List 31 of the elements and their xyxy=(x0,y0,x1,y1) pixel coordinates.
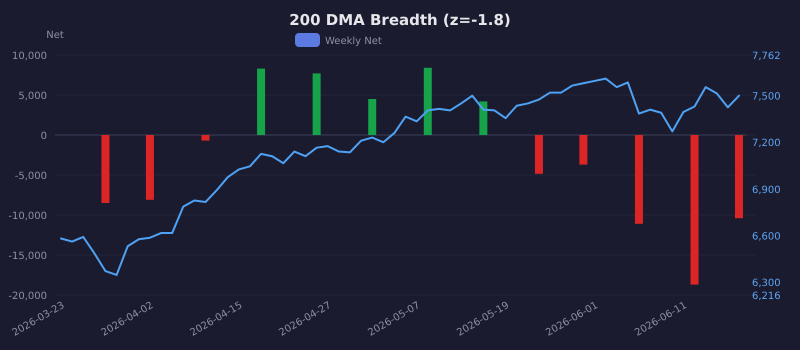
bar xyxy=(579,135,588,165)
bar xyxy=(201,135,210,141)
y2-tick-label: 6,300 xyxy=(752,278,781,289)
text: Weekly Net xyxy=(325,36,382,47)
y-tick-label: 10,000 xyxy=(12,51,47,62)
bar xyxy=(634,135,643,224)
y-tick-label: 0 xyxy=(40,131,47,142)
bar xyxy=(424,68,432,135)
y-axis-title: Net xyxy=(46,30,64,41)
bar xyxy=(534,135,543,174)
y2-tick-label: 7,500 xyxy=(752,92,781,103)
bar xyxy=(368,99,376,135)
y2-tick-label: 7,762 xyxy=(752,51,781,62)
line-series xyxy=(60,78,740,276)
bar xyxy=(312,73,321,135)
y2-tick-label: 6,216 xyxy=(752,291,781,302)
bar xyxy=(146,135,154,200)
bar xyxy=(479,101,488,135)
y2-tick-label: 6,600 xyxy=(752,231,781,242)
y-tick-label: -20,000 xyxy=(8,291,47,302)
y2-tick-label: 7,200 xyxy=(752,138,781,150)
y-tick-label: -5,000 xyxy=(14,171,47,182)
bar xyxy=(257,68,266,135)
y-tick-label: -10,000 xyxy=(8,211,47,222)
y2-tick-label: 6,900 xyxy=(752,184,781,196)
bar xyxy=(735,135,743,218)
chart-title: 200 DMA Breadth (z=-1.8) xyxy=(289,11,511,29)
y-tick-label: 5,000 xyxy=(18,91,47,102)
bar xyxy=(690,135,699,285)
y-tick-label: -15,000 xyxy=(8,251,47,262)
bar xyxy=(101,135,110,203)
